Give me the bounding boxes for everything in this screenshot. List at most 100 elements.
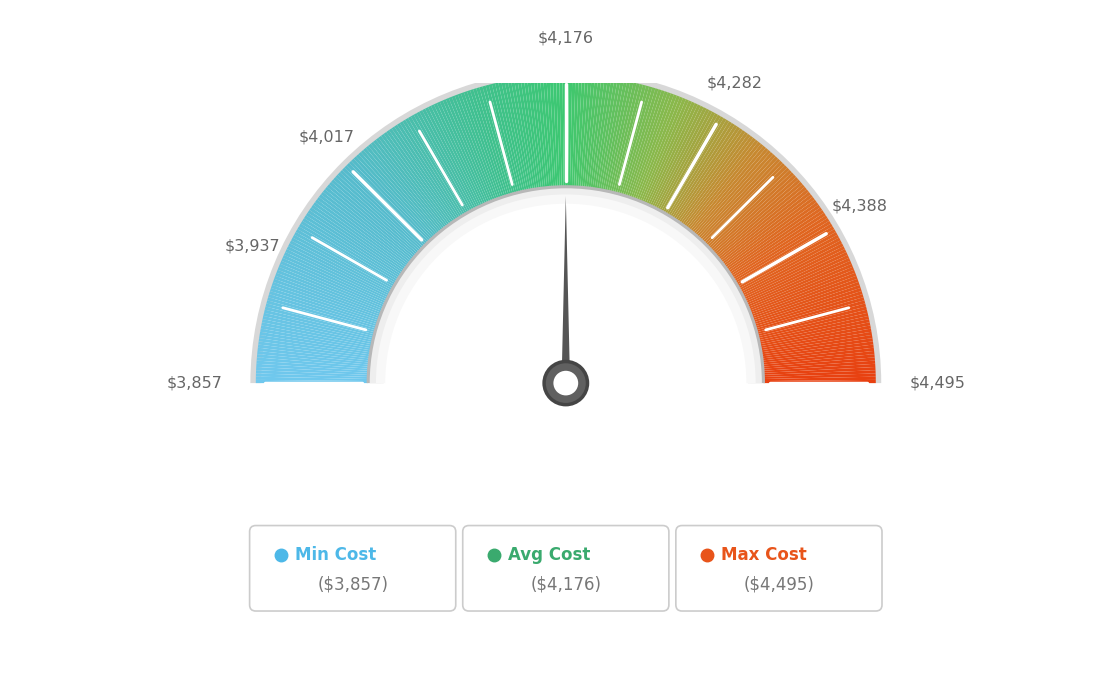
Wedge shape	[467, 90, 505, 197]
Wedge shape	[543, 76, 553, 187]
Wedge shape	[722, 195, 813, 264]
Wedge shape	[760, 319, 870, 344]
Text: $4,388: $4,388	[831, 199, 888, 213]
Wedge shape	[707, 168, 789, 247]
Text: Min Cost: Min Cost	[295, 546, 375, 564]
Polygon shape	[562, 196, 570, 402]
Wedge shape	[302, 218, 399, 279]
Wedge shape	[263, 316, 373, 342]
Wedge shape	[322, 189, 412, 261]
Wedge shape	[282, 258, 385, 305]
Wedge shape	[682, 134, 751, 226]
Wedge shape	[297, 226, 395, 285]
Wedge shape	[756, 304, 866, 334]
Wedge shape	[763, 380, 875, 383]
Wedge shape	[757, 306, 867, 336]
Wedge shape	[501, 81, 527, 191]
Wedge shape	[422, 108, 476, 209]
Wedge shape	[287, 246, 389, 297]
Wedge shape	[755, 297, 864, 331]
FancyBboxPatch shape	[676, 526, 882, 611]
Wedge shape	[294, 232, 394, 288]
Wedge shape	[403, 119, 464, 216]
Wedge shape	[277, 267, 383, 310]
Wedge shape	[721, 192, 810, 263]
Wedge shape	[280, 261, 384, 307]
Wedge shape	[737, 229, 836, 287]
Wedge shape	[386, 130, 453, 223]
Wedge shape	[371, 141, 443, 230]
FancyBboxPatch shape	[250, 526, 456, 611]
Text: ($4,495): ($4,495)	[743, 575, 815, 593]
Wedge shape	[760, 326, 871, 348]
Wedge shape	[256, 364, 369, 373]
Text: Avg Cost: Avg Cost	[508, 546, 590, 564]
Wedge shape	[761, 332, 872, 353]
Wedge shape	[689, 141, 761, 230]
Wedge shape	[265, 306, 374, 336]
Wedge shape	[630, 92, 671, 198]
Wedge shape	[740, 237, 840, 292]
Wedge shape	[361, 150, 437, 236]
Wedge shape	[680, 132, 749, 224]
Wedge shape	[314, 202, 406, 269]
Wedge shape	[623, 88, 658, 196]
Wedge shape	[389, 128, 455, 222]
Wedge shape	[743, 246, 845, 297]
Wedge shape	[597, 79, 617, 190]
Wedge shape	[607, 82, 634, 192]
Text: $3,857: $3,857	[167, 375, 223, 391]
Wedge shape	[692, 146, 766, 233]
Wedge shape	[256, 357, 369, 368]
Wedge shape	[262, 319, 372, 344]
Wedge shape	[498, 82, 524, 192]
Wedge shape	[342, 168, 425, 247]
Wedge shape	[470, 89, 507, 197]
Wedge shape	[563, 75, 566, 187]
Wedge shape	[763, 377, 875, 381]
Wedge shape	[749, 264, 852, 309]
Wedge shape	[317, 197, 408, 266]
Wedge shape	[633, 93, 673, 199]
Wedge shape	[256, 361, 369, 371]
Wedge shape	[625, 89, 661, 197]
Wedge shape	[605, 81, 630, 191]
Wedge shape	[654, 107, 707, 208]
Wedge shape	[711, 175, 796, 252]
Wedge shape	[373, 140, 445, 229]
Wedge shape	[464, 91, 502, 197]
Wedge shape	[677, 128, 743, 222]
Wedge shape	[758, 313, 869, 340]
Wedge shape	[437, 101, 486, 204]
Wedge shape	[761, 328, 871, 351]
Wedge shape	[258, 342, 370, 359]
Wedge shape	[256, 373, 369, 379]
Wedge shape	[336, 175, 421, 252]
Wedge shape	[611, 83, 639, 193]
Wedge shape	[283, 255, 386, 303]
Text: Max Cost: Max Cost	[721, 546, 807, 564]
Wedge shape	[394, 125, 458, 219]
Wedge shape	[400, 121, 461, 217]
Wedge shape	[749, 267, 854, 310]
Wedge shape	[420, 110, 475, 210]
Wedge shape	[256, 377, 369, 381]
Wedge shape	[375, 138, 446, 228]
Wedge shape	[763, 367, 875, 375]
Wedge shape	[739, 235, 839, 290]
Wedge shape	[397, 123, 460, 219]
Wedge shape	[288, 244, 390, 296]
Wedge shape	[635, 95, 677, 200]
Wedge shape	[588, 77, 605, 188]
Wedge shape	[694, 150, 771, 236]
Wedge shape	[267, 297, 376, 331]
Wedge shape	[369, 144, 442, 232]
Wedge shape	[272, 282, 379, 320]
Wedge shape	[266, 304, 375, 334]
Wedge shape	[300, 221, 397, 282]
Wedge shape	[550, 75, 558, 187]
Wedge shape	[489, 84, 519, 193]
Wedge shape	[763, 364, 875, 373]
Circle shape	[553, 371, 578, 395]
Wedge shape	[392, 126, 456, 221]
